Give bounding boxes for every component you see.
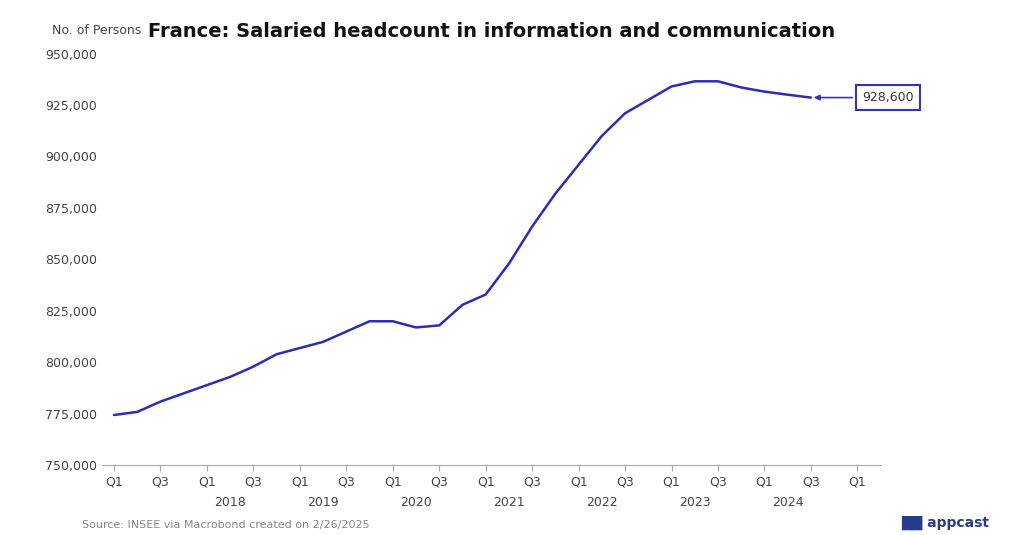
Text: No. of Persons: No. of Persons	[52, 24, 141, 37]
Title: France: Salaried headcount in information and communication: France: Salaried headcount in informatio…	[147, 22, 836, 41]
Text: 928,600: 928,600	[815, 91, 913, 104]
Text: ██ appcast: ██ appcast	[901, 515, 989, 530]
Text: 2019: 2019	[307, 496, 339, 509]
Text: Source: INSEE via Macrobond created on 2/26/2025: Source: INSEE via Macrobond created on 2…	[82, 519, 370, 530]
Text: 2021: 2021	[494, 496, 524, 509]
Text: 2020: 2020	[400, 496, 432, 509]
Text: 2022: 2022	[586, 496, 617, 509]
Text: 2023: 2023	[679, 496, 711, 509]
Text: 2024: 2024	[772, 496, 804, 509]
Text: 2018: 2018	[214, 496, 246, 509]
